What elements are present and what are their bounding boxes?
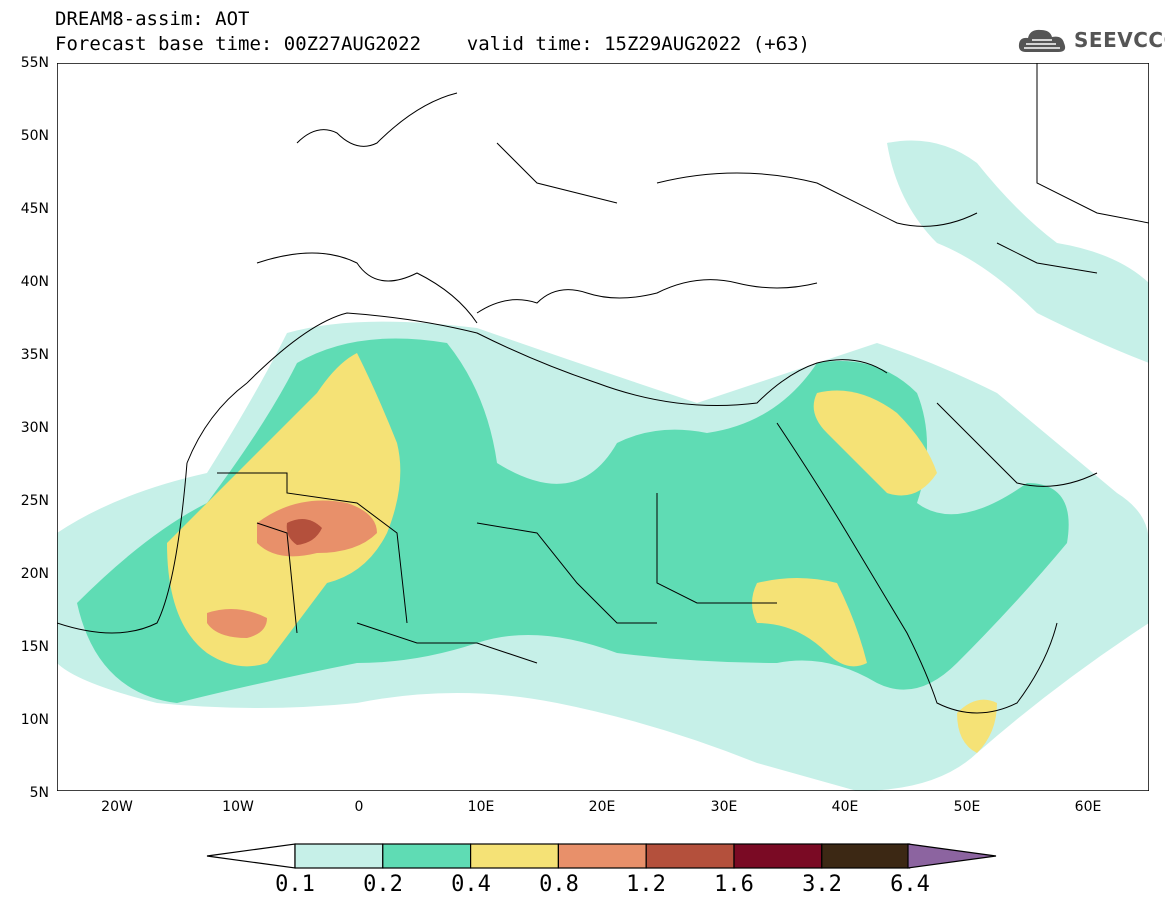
lat-label: 45N: [20, 201, 49, 217]
lon-label: 10W: [222, 799, 254, 815]
colorbar-left-arrow: [206, 843, 296, 869]
colorbar-cell: [294, 843, 384, 869]
coastlines-and-borders: [57, 63, 1149, 714]
map-title: DREAM8-assim: AOT: [55, 8, 250, 30]
lat-label: 10N: [20, 712, 49, 728]
colorbar-tick-label: 1.2: [626, 872, 666, 897]
lon-label: 0: [354, 799, 364, 815]
lon-label: 60E: [1074, 799, 1102, 815]
colorbar-cell: [645, 843, 735, 869]
colorbar-cell: [382, 843, 472, 869]
lat-label: 30N: [20, 420, 49, 436]
colorbar-cell: [470, 843, 560, 869]
lat-label: 50N: [20, 128, 49, 144]
logo-text: SEEVCCC: [1074, 28, 1165, 52]
cloud-icon: [1018, 29, 1066, 52]
lat-label: 20N: [20, 566, 49, 582]
lat-label: 40N: [20, 274, 49, 290]
colorbar-cell: [557, 843, 647, 869]
colorbar-tick-label: 0.1: [275, 872, 315, 897]
colorbar-right-arrow: [907, 843, 997, 869]
colorbar-tick-label: 6.4: [890, 872, 930, 897]
lat-label: 55N: [20, 55, 49, 71]
colorbar-tick-label: 0.8: [539, 872, 579, 897]
colorbar-tick-label: 0.4: [451, 872, 491, 897]
lat-label: 5N: [29, 785, 49, 801]
aot-very-high-contours: [207, 500, 377, 638]
aot-map: [57, 63, 1149, 791]
colorbar-tick-label: 3.2: [802, 872, 842, 897]
colorbar-tick-label: 0.2: [363, 872, 403, 897]
lon-label: 30E: [710, 799, 738, 815]
lat-label: 35N: [20, 347, 49, 363]
lat-label: 15N: [20, 639, 49, 655]
seevccc-logo: SEEVCCC: [1016, 24, 1165, 58]
lon-label: 10E: [467, 799, 495, 815]
lon-label: 50E: [953, 799, 981, 815]
colorbar-tick-label: 1.6: [714, 872, 754, 897]
lon-label: 20W: [101, 799, 133, 815]
colorbar-cell: [733, 843, 823, 869]
lat-label: 25N: [20, 493, 49, 509]
lon-label: 40E: [831, 799, 859, 815]
forecast-time-line: Forecast base time: 00Z27AUG2022 valid t…: [55, 33, 810, 55]
colorbar-cell: [821, 843, 911, 869]
lon-label: 20E: [588, 799, 616, 815]
aot-colorbar: [206, 843, 997, 869]
